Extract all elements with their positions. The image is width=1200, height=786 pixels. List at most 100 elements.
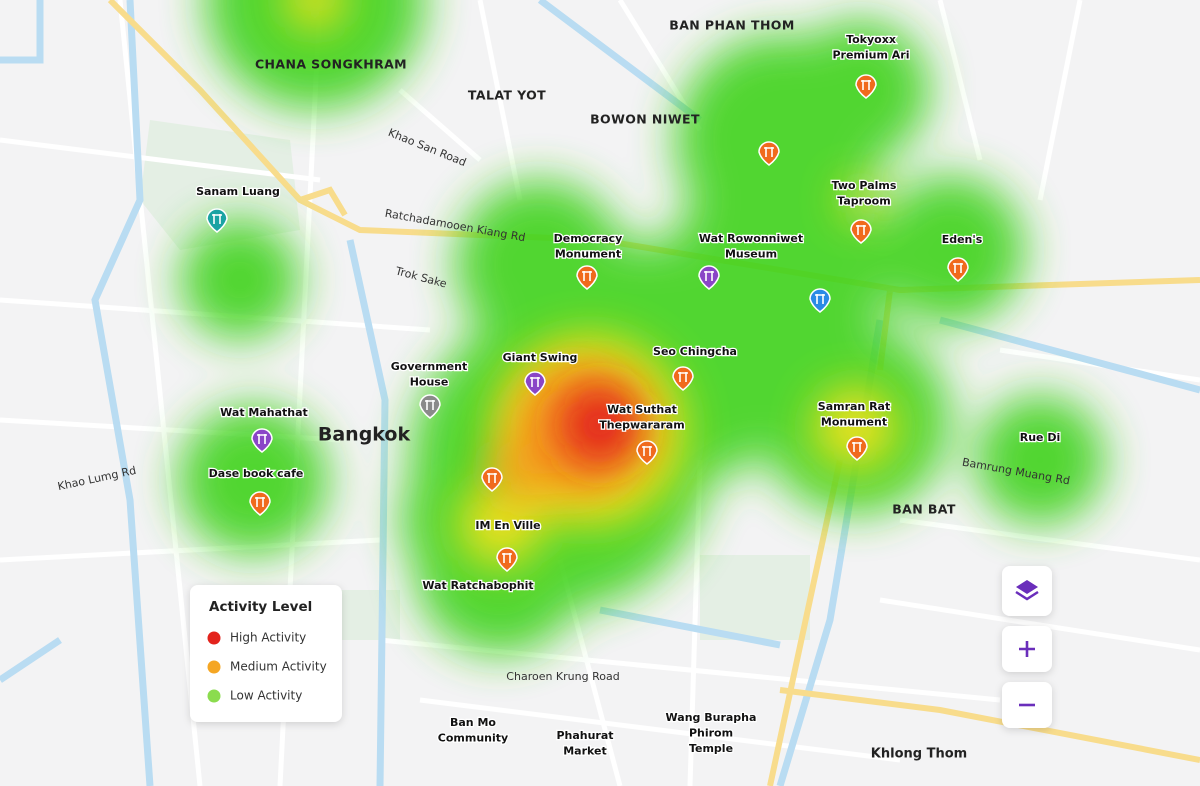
place-label: Community — [438, 732, 508, 745]
pin-glyph — [257, 434, 267, 444]
pin-glyph — [487, 473, 497, 483]
pin-glyph — [502, 553, 512, 563]
legend-swatch — [207, 660, 221, 674]
place-label: Seo Chingcha — [653, 345, 737, 358]
poi-pin — [809, 288, 831, 313]
poi-pin — [947, 257, 969, 282]
area-label: Khlong Thom — [871, 747, 967, 762]
legend — [190, 585, 342, 722]
area-label: BAN PHAN THOM — [669, 18, 794, 33]
place-label: Museum — [725, 248, 777, 261]
heat-blob — [178, 405, 328, 555]
place-label: Phirom — [689, 727, 733, 740]
heat-blob — [205, 0, 425, 110]
city-label: Bangkok — [318, 424, 411, 446]
legend-title: Activity Level — [209, 599, 312, 615]
poi-pin — [850, 219, 872, 244]
poi-pin — [206, 208, 228, 233]
place-label: IM En Ville — [475, 519, 540, 532]
zoom-in-button[interactable] — [1002, 626, 1052, 672]
place-label: Thepwararam — [599, 419, 684, 432]
pin-glyph — [861, 80, 871, 90]
map-controls — [1002, 566, 1052, 728]
pin-glyph — [678, 372, 688, 382]
poi-pin — [481, 467, 503, 492]
pin-glyph — [764, 147, 774, 157]
place-label: Rue Di — [1020, 431, 1061, 444]
poi-pin — [846, 436, 868, 461]
place-label: Wat Suthat — [607, 403, 677, 416]
place-label: Sanam Luang — [196, 185, 280, 198]
heat-blob — [975, 395, 1105, 525]
place-label: Samran Rat — [818, 400, 890, 413]
heat-blob — [285, 0, 345, 30]
poi-pin — [419, 394, 441, 419]
legend-label: High Activity — [230, 631, 306, 645]
heat-layer — [558, 383, 642, 467]
place-label: Tokyoxx — [846, 33, 896, 46]
place-label: Eden's — [942, 233, 983, 246]
pin-glyph — [425, 400, 435, 410]
poi-pin — [758, 141, 780, 166]
pin-glyph — [856, 225, 866, 235]
legend-label: Medium Activity — [230, 660, 327, 674]
pin-glyph — [815, 294, 825, 304]
place-label: Monument — [555, 248, 621, 261]
heat-blob — [842, 182, 878, 218]
heat-blob — [455, 180, 625, 350]
area-label: BAN BAT — [892, 502, 956, 517]
poi-pin — [251, 428, 273, 453]
heat-blob — [813, 386, 897, 470]
layers-button[interactable] — [1002, 566, 1052, 616]
pin-glyph — [642, 446, 652, 456]
heat-blob — [490, 440, 550, 500]
place-label: House — [410, 376, 449, 389]
pin-glyph — [212, 214, 222, 224]
poi-pin — [636, 440, 658, 465]
poi-pin — [249, 491, 271, 516]
area-label: TALAT YOT — [468, 88, 546, 103]
pin-glyph — [530, 377, 540, 387]
poi-pin — [524, 371, 546, 396]
heat-blob — [180, 220, 300, 340]
area-label: BOWON NIWET — [590, 112, 700, 127]
heat-blob — [558, 383, 642, 467]
pin-glyph — [704, 271, 714, 281]
place-label: Taproom — [837, 195, 890, 208]
place-label: Market — [563, 745, 607, 758]
place-label: Premium Ari — [832, 49, 909, 62]
poi-pin — [496, 547, 518, 572]
poi-icons — [206, 74, 969, 572]
pin-glyph — [255, 497, 265, 507]
place-label: Government — [391, 360, 467, 373]
place-label: Wat Ratchabophit — [422, 579, 533, 592]
pin-glyph — [852, 442, 862, 452]
legend-swatch — [207, 631, 221, 645]
pin-glyph — [582, 271, 592, 281]
place-label: Wang Burapha — [666, 711, 757, 724]
place-label: Temple — [689, 742, 733, 755]
place-label: Wat Mahathat — [220, 406, 308, 419]
zoom-out-button[interactable] — [1002, 682, 1052, 728]
heat-blob — [875, 175, 1025, 325]
legend-content: Activity Level High Activity Medium Activ… — [207, 599, 327, 703]
legend-box — [190, 585, 342, 722]
place-label: Two Palms — [832, 179, 897, 192]
place-label: Democracy — [554, 232, 623, 245]
place-label: Giant Swing — [503, 351, 578, 364]
place-label: Dase book cafe — [209, 467, 304, 480]
map-labels: Bangkok CHANA SONGKHRAM TALAT YOT BOWON NIW… — [56, 18, 1071, 762]
heatmap — [178, 0, 1105, 655]
legend-label: Low Activity — [230, 689, 302, 703]
place-label: Wat Rowonniwet — [699, 232, 803, 245]
place-label: Monument — [821, 416, 887, 429]
place-label: Ban Mo — [450, 716, 496, 729]
heat-blob — [458, 483, 542, 567]
legend-swatch — [207, 689, 221, 703]
area-label: CHANA SONGKHRAM — [255, 57, 407, 72]
heat-blob — [590, 240, 710, 360]
poi-pin — [672, 366, 694, 391]
poi-pin — [698, 265, 720, 290]
poi-pin — [855, 74, 877, 99]
